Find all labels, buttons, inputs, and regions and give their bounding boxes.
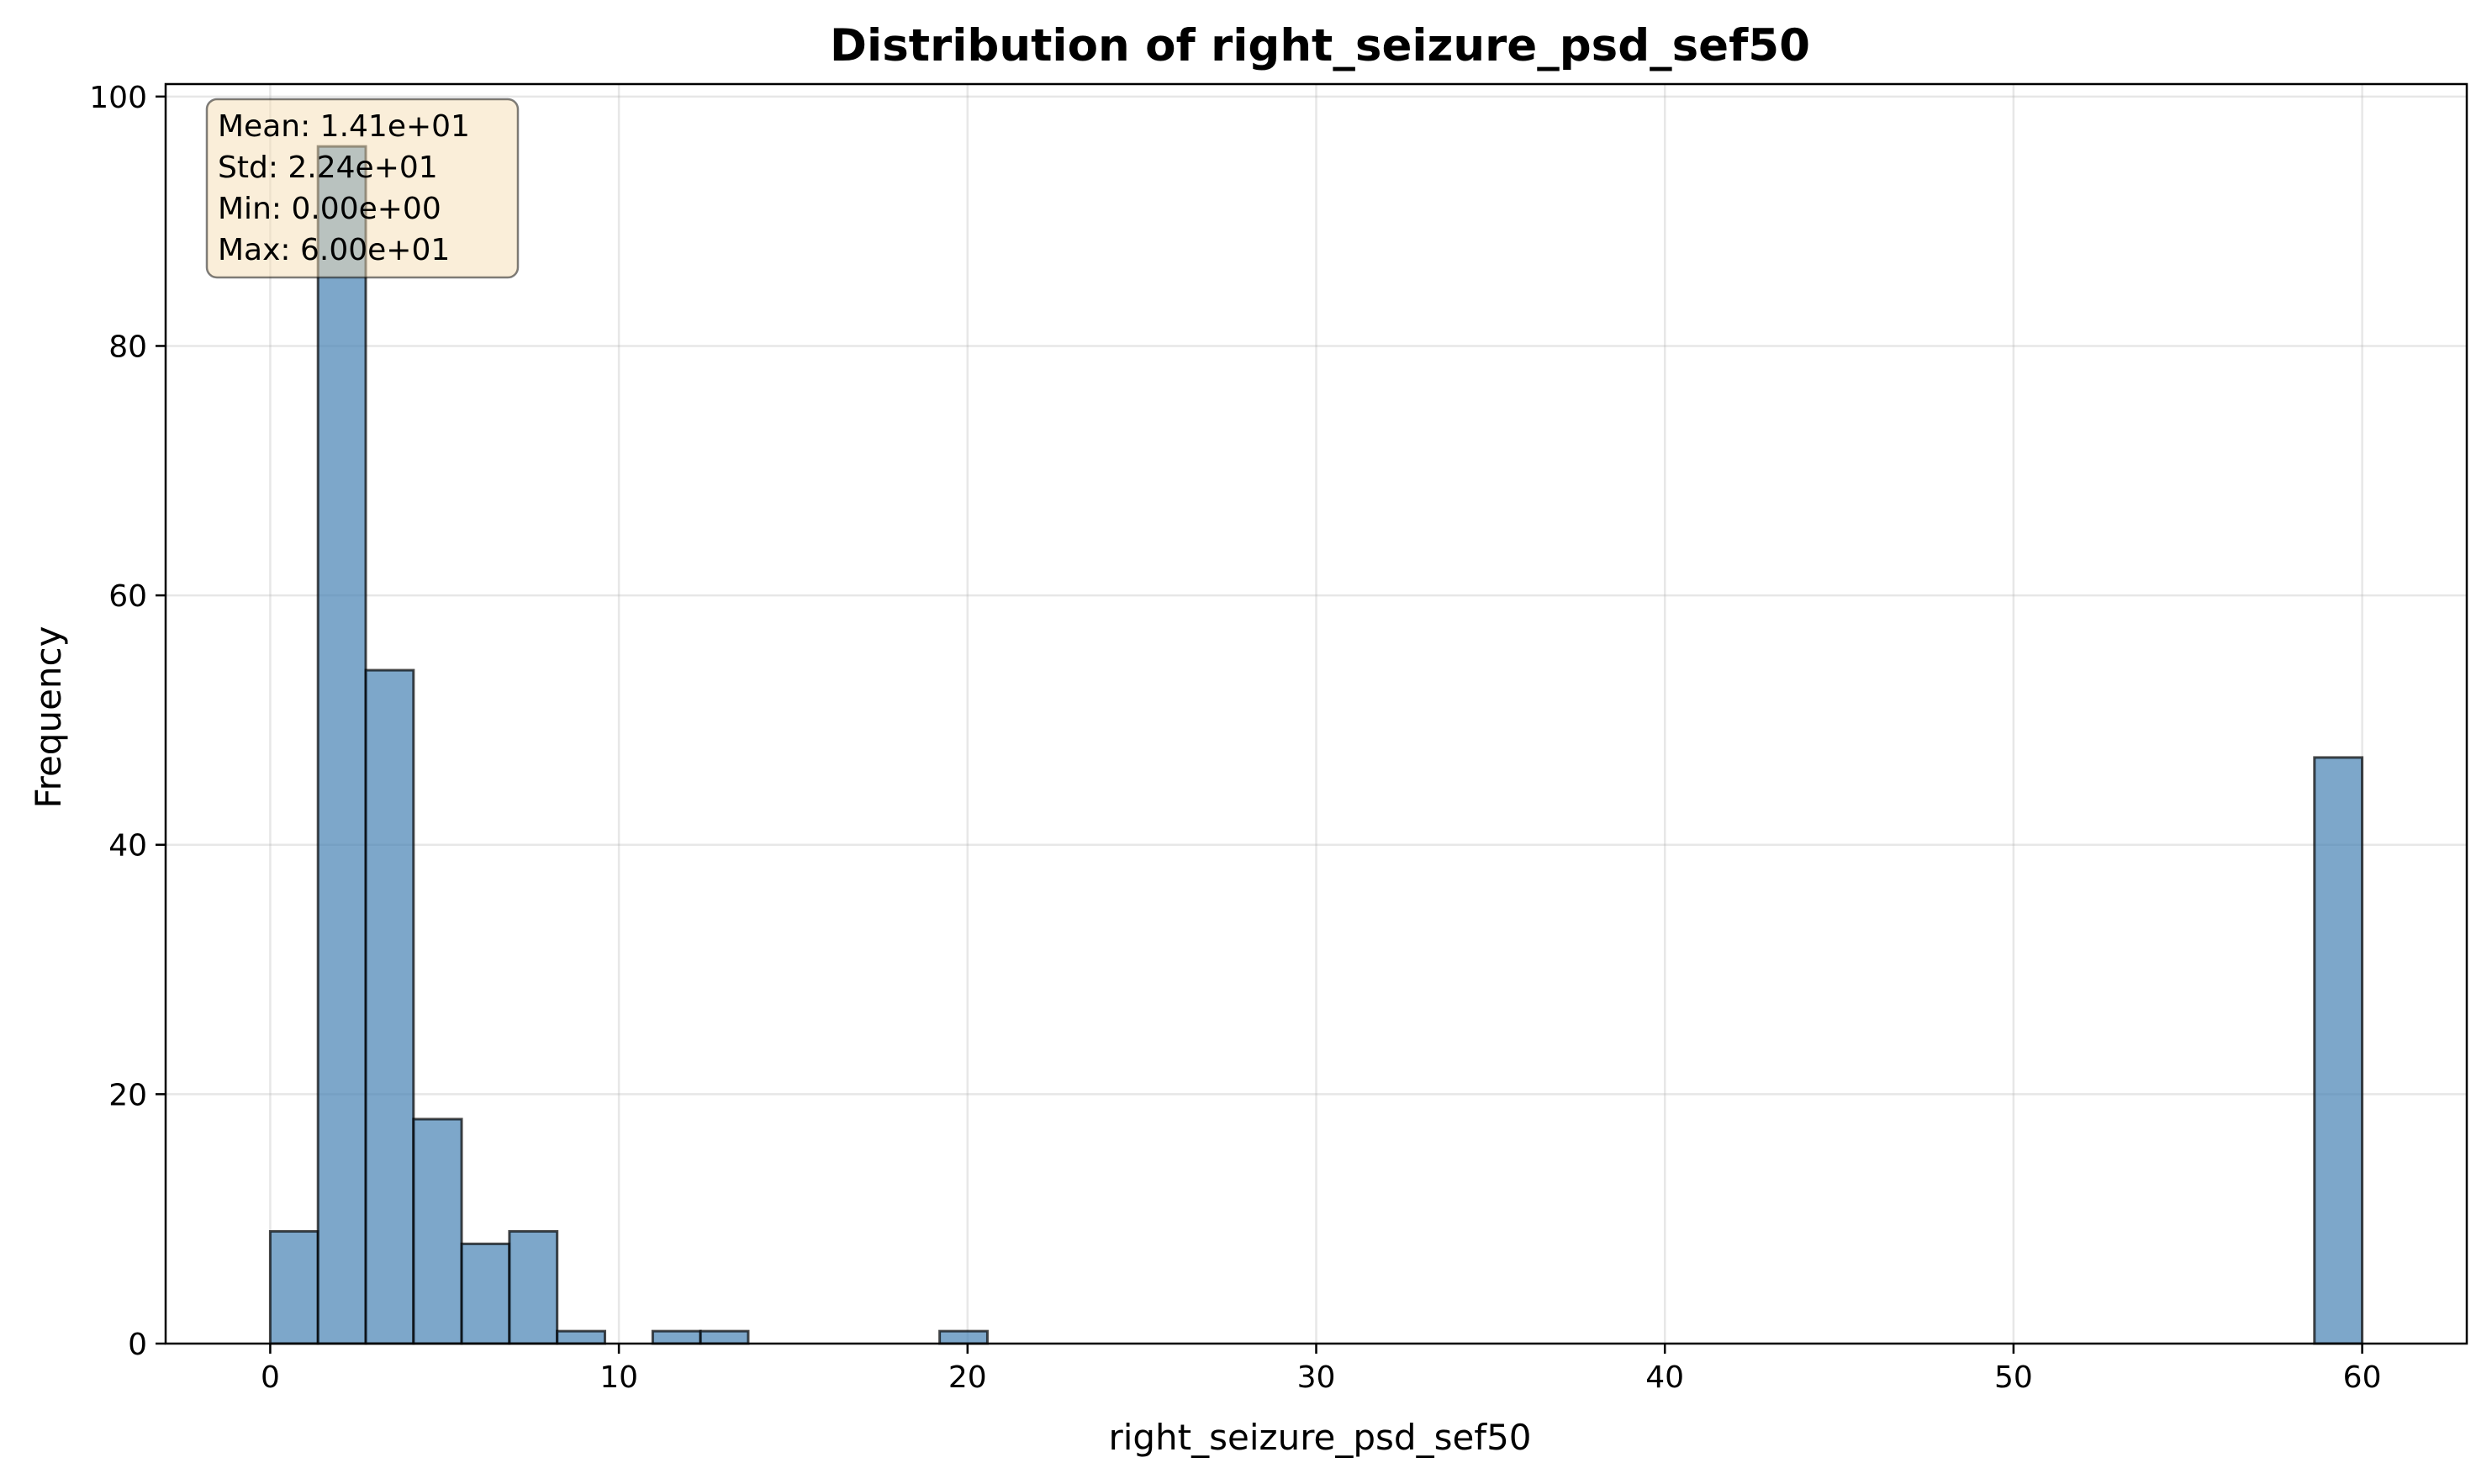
stats-box-background [205,98,520,279]
stat-max: Max: 6.00e+01 [218,233,450,267]
y-tick-label: 0 [128,1328,147,1362]
stat-min: Min: 0.00e+00 [218,192,441,226]
x-tick-label: 20 [948,1360,987,1395]
y-tick-label: 40 [108,829,147,863]
y-tick-label: 60 [108,579,147,614]
x-tick-label: 60 [2343,1360,2382,1395]
histogram-bar [2313,756,2364,1345]
y-tick-label: 80 [108,330,147,364]
histogram-bar [556,1329,607,1345]
stat-mean: Mean: 1.41e+01 [218,109,470,144]
histogram-bar [364,668,415,1345]
chart-title: Distribution of right_seizure_psd_sef50 [830,20,1810,71]
x-axis-label: right_seizure_psd_sef50 [1108,1417,1531,1458]
histogram-bar [268,1230,319,1345]
x-tick-label: 10 [599,1360,638,1395]
stat-std: Std: 2.24e+01 [218,151,438,185]
histogram-bar [699,1329,750,1345]
y-tick-label: 20 [108,1078,147,1112]
histogram-bar [412,1117,463,1345]
x-tick-label: 0 [261,1360,280,1395]
histogram-bar [938,1329,989,1345]
y-axis-ticks: 0 20 40 60 80 100 [89,81,166,1362]
y-axis-label: Frequency [28,626,69,809]
x-tick-label: 50 [1994,1360,2033,1395]
x-tick-label: 30 [1297,1360,1336,1395]
histogram-bar [651,1329,702,1345]
histogram-bar [316,145,367,1345]
x-tick-label: 40 [1645,1360,1684,1395]
x-axis-ticks: 0 10 20 30 40 50 60 [261,1344,2382,1395]
y-tick-label: 100 [89,81,147,115]
histogram-bar [508,1230,559,1345]
histogram-bar [460,1242,511,1345]
stats-box: Mean: 1.41e+01 Std: 2.24e+01 Min: 0.00e+… [205,98,520,279]
